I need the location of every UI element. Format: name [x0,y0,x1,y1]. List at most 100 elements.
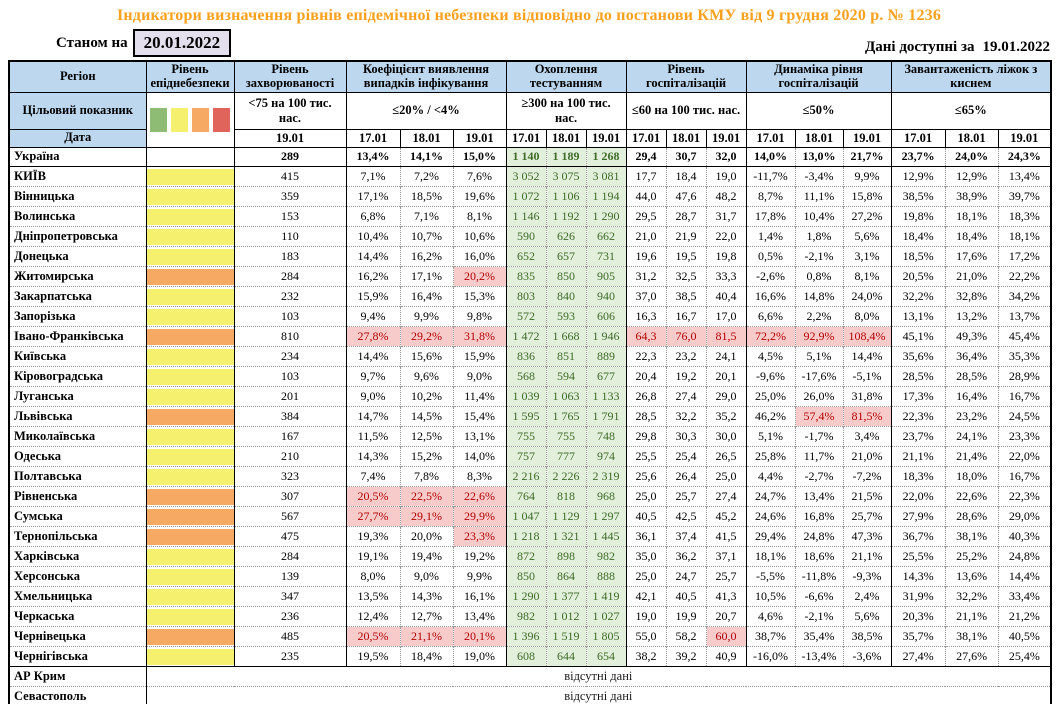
testing-cell: 1 218 [505,526,547,547]
incidence-cell: 103 [233,366,346,387]
hospitalization-cell: 55,0 [625,626,667,647]
epidemic-level-cell [145,426,234,447]
epidemic-level-cell [145,506,234,527]
detection-cell: 16,0% [452,246,507,267]
hospitalization-cell: 37,1 [705,546,747,567]
beds-cell: 32,8% [944,286,999,307]
table-row: Сумська 567 27,7% 29,1% 29,9% 1 047 1 129 1 297… [9,506,1052,527]
detection-cell: 8,3% [452,466,507,487]
hospitalization-cell: 20,1 [705,366,747,387]
dynamics-cell: 9,9% [842,166,892,187]
epidemic-level-swatch-yellow [147,588,234,605]
detection-cell: 9,9% [399,306,453,327]
date-cell: 19.01 [705,128,747,148]
testing-cell: 803 [505,286,547,307]
dynamics-cell: -2,7% [794,466,844,487]
beds-cell: 13,6% [944,566,999,587]
detection-cell: 6,8% [345,206,400,227]
epidemic-level-swatch-yellow [147,648,234,665]
epidemic-level-cell [145,186,234,207]
testing-cell: 572 [505,306,547,327]
region-cell: Миколаївська [14,429,96,444]
beds-cell: 20,5% [890,266,946,287]
epidemic-level-swatch-yellow [147,208,234,225]
region-cell: Кіровоградська [14,369,103,384]
epidemic-level-cell [145,526,234,547]
hospitalization-cell: 20,4 [625,366,667,387]
beds-cell: 24,5% [997,406,1052,427]
incidence-cell: 415 [233,166,346,187]
region-cell: Закарпатська [14,289,92,304]
beds-cell: 35,3% [997,346,1052,367]
beds-cell: 40,3% [997,526,1052,547]
detection-cell: 27,7% [345,506,400,527]
testing-cell: 748 [585,426,627,447]
hospitalization-cell: 22,0 [705,226,747,247]
detection-cell: 19,1% [345,546,400,567]
dynamics-cell: 38,5% [842,626,892,647]
dynamics-cell: -3,6% [842,646,892,667]
region-cell: Харківська [14,549,80,564]
col-header-epidemic-level: Рівень епіднебезпеки [145,60,235,93]
epidemic-level-cell [145,326,234,347]
epidemic-level-swatch-yellow [147,568,234,585]
detection-cell: 17,1% [345,186,400,207]
dynamics-cell: 8,1% [842,266,892,287]
detection-cell: 15,0% [452,147,507,167]
dynamics-cell: 35,4% [794,626,844,647]
beds-cell: 33,4% [997,586,1052,607]
dynamics-cell: -2,6% [745,266,796,287]
testing-cell: 593 [545,306,587,327]
incidence-cell: 110 [233,226,346,247]
epidemic-level-cell [145,386,234,407]
testing-cell: 1 377 [545,586,587,607]
region-cell: Полтавська [14,469,82,484]
incidence-cell: 384 [233,406,346,427]
beds-cell: 22,3% [997,486,1052,507]
hospitalization-cell: 25,4 [665,446,707,467]
testing-cell: 2 216 [505,466,547,487]
detection-cell: 19,2% [452,546,507,567]
dynamics-cell: 92,9% [794,326,844,347]
hospitalization-cell: 19,0 [625,606,667,627]
testing-cell: 755 [505,426,547,447]
epidemic-level-cell [145,626,234,647]
hospitalization-cell: 47,6 [665,186,707,207]
epidemic-level-cell [145,346,234,367]
testing-cell: 654 [585,646,627,667]
dynamics-cell: 18,6% [794,546,844,567]
detection-cell: 10,4% [345,226,400,247]
hospitalization-cell: 19,5 [665,246,707,267]
testing-cell: 1 106 [545,186,587,207]
testing-cell: 3 081 [585,166,627,187]
hospitalization-cell: 31,2 [625,266,667,287]
region-cell: Волинська [14,209,76,224]
region-cell: Чернівецька [14,629,86,644]
detection-cell: 7,6% [452,166,507,187]
beds-cell: 28,5% [944,366,999,387]
beds-cell: 25,5% [890,546,946,567]
table-header: Регіон Рівень епіднебезпеки Рівень захво… [8,60,1052,148]
detection-cell: 19,0% [452,646,507,667]
incidence-cell: 284 [233,266,346,287]
hospitalization-cell: 29,5 [625,206,667,227]
hospitalization-cell: 22,3 [625,346,667,367]
table-row: Волинська 153 6,8% 7,1% 8,1% 1 146 1 192 1 290 2… [9,206,1052,227]
hospitalization-cell: 18,4 [665,166,707,187]
beds-cell: 36,4% [944,346,999,367]
epidemic-level-cell [145,246,234,267]
detection-cell: 7,8% [399,466,453,487]
epidemic-level-swatch-orange [147,328,234,345]
detection-cell: 29,1% [399,506,453,527]
beds-cell: 29,0% [997,506,1052,527]
detection-cell: 14,4% [345,346,400,367]
testing-cell: 982 [585,546,627,567]
testing-cell: 594 [545,366,587,387]
target-row-label: Цільовий показник [8,91,147,130]
epidemic-level-cell [145,147,234,167]
epidemic-level-cell [145,286,234,307]
hospitalization-cell: 17,7 [625,166,667,187]
hospitalization-cell: 25,0 [705,466,747,487]
dynamics-cell: 5,1% [794,346,844,367]
